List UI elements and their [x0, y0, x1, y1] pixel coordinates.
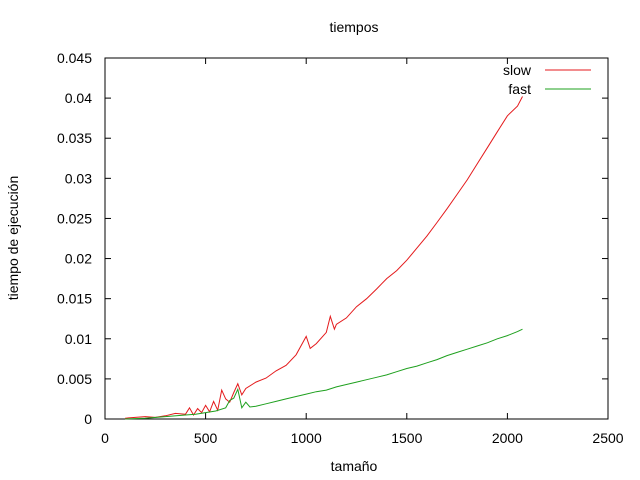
y-tick-label: 0.03	[65, 170, 92, 186]
y-tick-label: 0.005	[57, 371, 92, 387]
y-axis: 0 0.005 0.01 0.015 0.02 0.025 0.03 0.035 0.04 0.0…	[57, 50, 608, 427]
x-tick-label: 1000	[291, 430, 322, 446]
chart-title: tiempos	[329, 19, 378, 35]
plot-frame	[104, 57, 609, 420]
y-tick-label: 0.02	[65, 251, 92, 267]
x-axis-label: tamaño	[331, 458, 378, 474]
series-group	[125, 96, 523, 420]
y-tick-label: 0	[84, 411, 92, 427]
legend-label-slow: slow	[503, 62, 532, 78]
x-axis: 0 500 1000 1500 2000 2500	[101, 58, 624, 446]
y-tick-label: 0.04	[65, 90, 92, 106]
x-tick-label: 2000	[492, 430, 523, 446]
x-tick-label: 500	[194, 430, 218, 446]
series-line-slow	[125, 96, 523, 419]
y-axis-label: tiempo de ejecución	[5, 176, 21, 301]
legend-label-fast: fast	[508, 81, 531, 97]
y-tick-label: 0.025	[57, 210, 92, 226]
x-tick-label: 2500	[592, 430, 623, 446]
y-tick-label: 0.035	[57, 130, 92, 146]
y-tick-label: 0.01	[65, 331, 92, 347]
x-tick-label: 1500	[391, 430, 422, 446]
y-tick-label: 0.045	[57, 50, 92, 66]
y-tick-label: 0.015	[57, 291, 92, 307]
series-line-fast	[125, 328, 523, 420]
legend: slow fast	[503, 62, 591, 97]
x-tick-label: 0	[101, 430, 109, 446]
